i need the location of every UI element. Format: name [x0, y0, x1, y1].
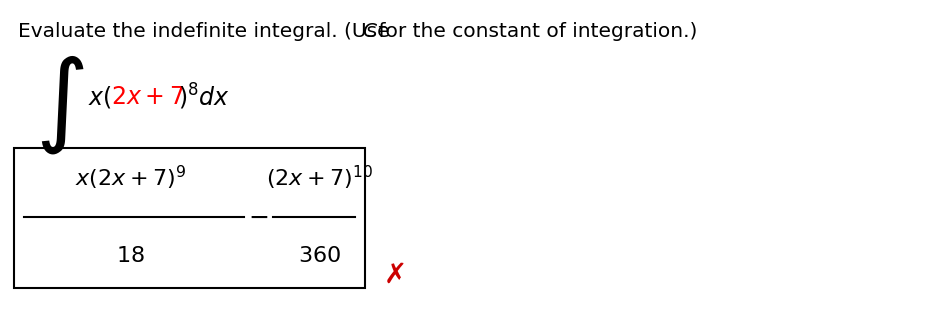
- Text: $360$: $360$: [298, 246, 342, 266]
- Text: $(2x+7)^{10}$: $(2x+7)^{10}$: [267, 164, 373, 192]
- Text: $)^8dx$: $)^8dx$: [178, 82, 230, 112]
- Text: C: C: [362, 22, 376, 41]
- Text: $\int$: $\int$: [35, 54, 84, 156]
- Text: for the constant of integration.): for the constant of integration.): [372, 22, 697, 41]
- Text: Evaluate the indefinite integral. (Use: Evaluate the indefinite integral. (Use: [18, 22, 396, 41]
- Text: $x(2x+7)^9$: $x(2x+7)^9$: [74, 164, 185, 192]
- Text: $2x + 7$: $2x + 7$: [111, 85, 184, 109]
- Bar: [14, 148, 365, 288]
- Text: $x($: $x($: [88, 84, 112, 110]
- Text: $-$: $-$: [248, 205, 269, 229]
- Text: ✗: ✗: [383, 261, 407, 289]
- Text: $18$: $18$: [116, 246, 144, 266]
